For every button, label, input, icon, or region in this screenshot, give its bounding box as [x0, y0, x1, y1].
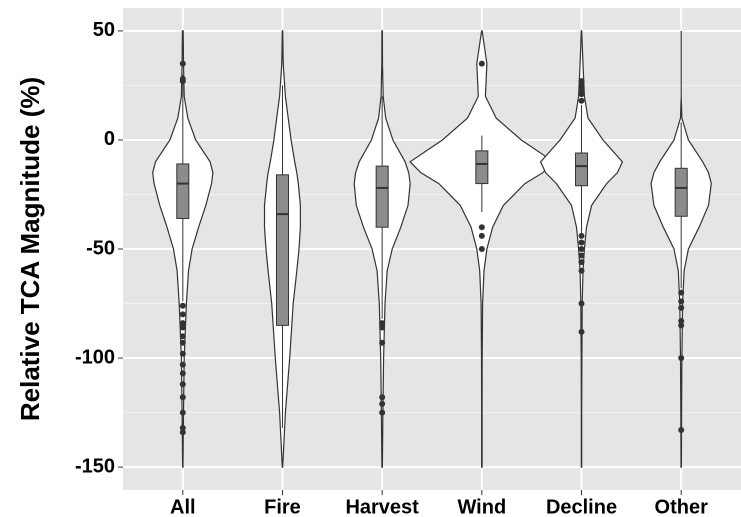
outlier: [179, 311, 186, 318]
outlier: [578, 86, 585, 93]
outlier: [179, 60, 186, 67]
outlier: [179, 394, 186, 401]
box: [375, 165, 389, 228]
x-tick-label: Decline: [546, 496, 617, 517]
outlier: [478, 224, 485, 231]
x-tick-label: Other: [655, 496, 709, 517]
box: [475, 150, 489, 185]
outlier: [578, 246, 585, 252]
y-tick-label: 0: [104, 128, 115, 150]
outlier: [379, 409, 386, 416]
outlier: [179, 361, 186, 368]
outlier: [179, 370, 186, 377]
outlier: [478, 246, 485, 252]
outlier: [578, 300, 585, 307]
outlier: [179, 78, 186, 85]
y-tick-label: -100: [75, 346, 115, 368]
outlier: [179, 409, 186, 416]
outlier: [379, 394, 386, 401]
outlier: [379, 400, 386, 407]
outlier: [578, 78, 585, 85]
x-tick-label: All: [170, 496, 196, 517]
outlier: [578, 91, 585, 98]
outlier: [578, 267, 585, 274]
outlier: [179, 429, 186, 436]
x-tick-label: Harvest: [345, 496, 419, 517]
outlier: [179, 350, 186, 357]
outlier: [678, 317, 685, 324]
outlier: [179, 381, 186, 388]
outlier: [678, 289, 685, 296]
box: [674, 167, 688, 217]
y-tick-label: -50: [86, 237, 115, 259]
outlier: [578, 239, 585, 246]
outlier: [678, 322, 685, 329]
y-tick-label: -150: [75, 455, 115, 477]
outlier: [478, 60, 485, 67]
outlier: [379, 320, 386, 327]
outlier: [578, 328, 585, 335]
box: [176, 163, 190, 219]
outlier: [578, 252, 585, 259]
y-axis-title: Relative TCA Magnitude (%): [15, 77, 45, 421]
outlier: [578, 232, 585, 239]
outlier: [379, 339, 386, 346]
outlier: [478, 232, 485, 239]
outlier: [179, 302, 186, 309]
outlier: [678, 304, 685, 311]
y-tick-label: 50: [93, 19, 115, 41]
outlier: [179, 320, 186, 327]
x-tick-label: Wind: [457, 496, 506, 517]
outlier: [179, 324, 186, 331]
box: [275, 174, 289, 326]
outlier: [179, 339, 186, 346]
outlier: [678, 427, 685, 434]
box: [575, 152, 589, 187]
outlier: [578, 82, 585, 89]
outlier: [678, 298, 685, 305]
x-tick-label: Fire: [264, 496, 301, 517]
outlier: [379, 324, 386, 331]
outlier: [678, 355, 685, 362]
outlier: [578, 259, 585, 266]
outlier: [179, 424, 186, 431]
outlier: [578, 97, 585, 104]
outlier: [179, 333, 186, 340]
